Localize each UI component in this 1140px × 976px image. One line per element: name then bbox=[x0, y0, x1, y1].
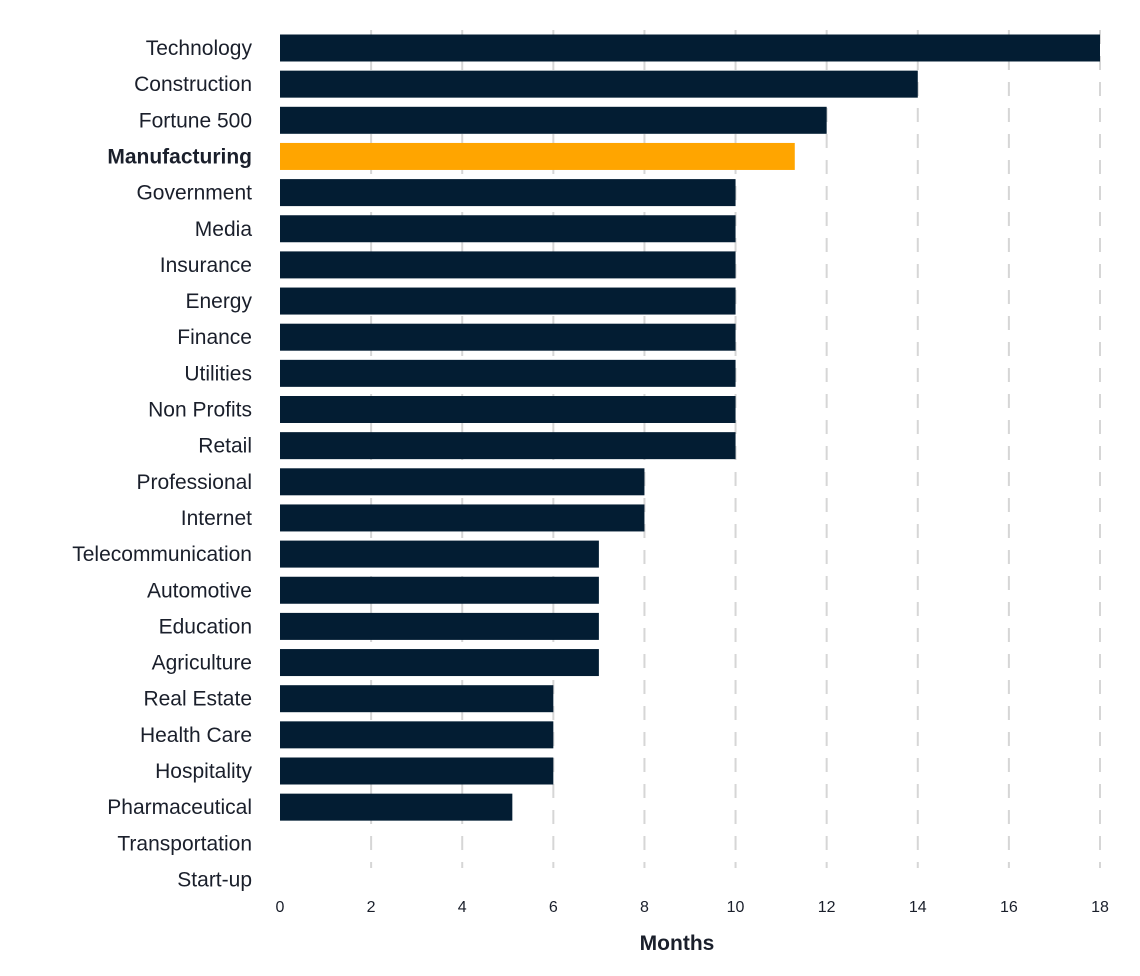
category-label: Health Care bbox=[140, 724, 252, 747]
x-axis-title: Months bbox=[640, 932, 715, 955]
category-label: Automotive bbox=[147, 579, 252, 602]
x-tick-label: 0 bbox=[276, 899, 285, 916]
bar-real-estate bbox=[280, 685, 554, 713]
category-label: Professional bbox=[136, 471, 252, 494]
x-tick-label: 8 bbox=[640, 899, 649, 916]
category-label: Fortune 500 bbox=[139, 109, 252, 132]
bar-education bbox=[280, 612, 599, 640]
category-label: Internet bbox=[181, 507, 252, 530]
bar-professional bbox=[280, 468, 645, 496]
category-label: Energy bbox=[185, 290, 252, 313]
category-label: Agriculture bbox=[152, 652, 252, 675]
bar-insurance bbox=[280, 251, 736, 279]
category-label: Real Estate bbox=[143, 688, 252, 711]
category-label: Utilities bbox=[184, 362, 252, 385]
bar-non-profits bbox=[280, 396, 736, 423]
bar-construction bbox=[280, 70, 918, 98]
bar-manufacturing bbox=[280, 142, 795, 170]
bar-energy bbox=[280, 287, 736, 315]
category-label: Insurance bbox=[160, 254, 252, 277]
x-tick-label: 18 bbox=[1091, 899, 1109, 916]
category-label: Pharmaceutical bbox=[107, 796, 252, 819]
x-tick-label: 12 bbox=[818, 899, 836, 916]
bar-media bbox=[280, 215, 736, 243]
category-label: Manufacturing bbox=[107, 145, 252, 168]
bar-technology bbox=[280, 34, 1100, 62]
category-label: Transportation bbox=[117, 832, 252, 855]
x-tick-labels: 0 2 4 6 8 10 12 14 16 18 bbox=[276, 899, 1109, 916]
bar-fortune-500 bbox=[280, 106, 827, 134]
bar-retail bbox=[280, 432, 736, 460]
category-label: Non Profits bbox=[148, 399, 252, 422]
x-tick-label: 4 bbox=[458, 899, 467, 916]
category-label: Government bbox=[136, 182, 252, 205]
category-label: Telecommunication bbox=[72, 543, 252, 566]
x-tick-label: 2 bbox=[367, 899, 376, 916]
category-labels: Technology Construction Fortune 500 Manufac… bbox=[72, 37, 252, 891]
bar-health-care bbox=[280, 721, 554, 749]
category-label: Technology bbox=[146, 37, 253, 60]
bar-automotive bbox=[280, 576, 599, 604]
category-label: Start-up bbox=[177, 868, 252, 891]
bar-hospitality bbox=[280, 757, 554, 785]
category-label: Retail bbox=[198, 435, 252, 458]
x-tick-label: 14 bbox=[909, 899, 927, 916]
bar-internet bbox=[280, 504, 645, 532]
x-tick-label: 6 bbox=[549, 899, 558, 916]
category-label: Media bbox=[195, 218, 253, 241]
category-label: Construction bbox=[134, 73, 252, 96]
bar-utilities bbox=[280, 359, 736, 387]
category-label: Hospitality bbox=[155, 760, 252, 783]
bar-pharmaceutical bbox=[280, 793, 513, 821]
category-label: Finance bbox=[177, 326, 252, 349]
bars bbox=[280, 34, 1100, 821]
bar-government bbox=[280, 179, 736, 207]
category-label: Education bbox=[159, 615, 252, 638]
x-tick-label: 10 bbox=[727, 899, 745, 916]
bar-agriculture bbox=[280, 649, 599, 677]
bar-finance bbox=[280, 323, 736, 351]
bar-telecommunication bbox=[280, 540, 599, 568]
x-tick-label: 16 bbox=[1000, 899, 1018, 916]
